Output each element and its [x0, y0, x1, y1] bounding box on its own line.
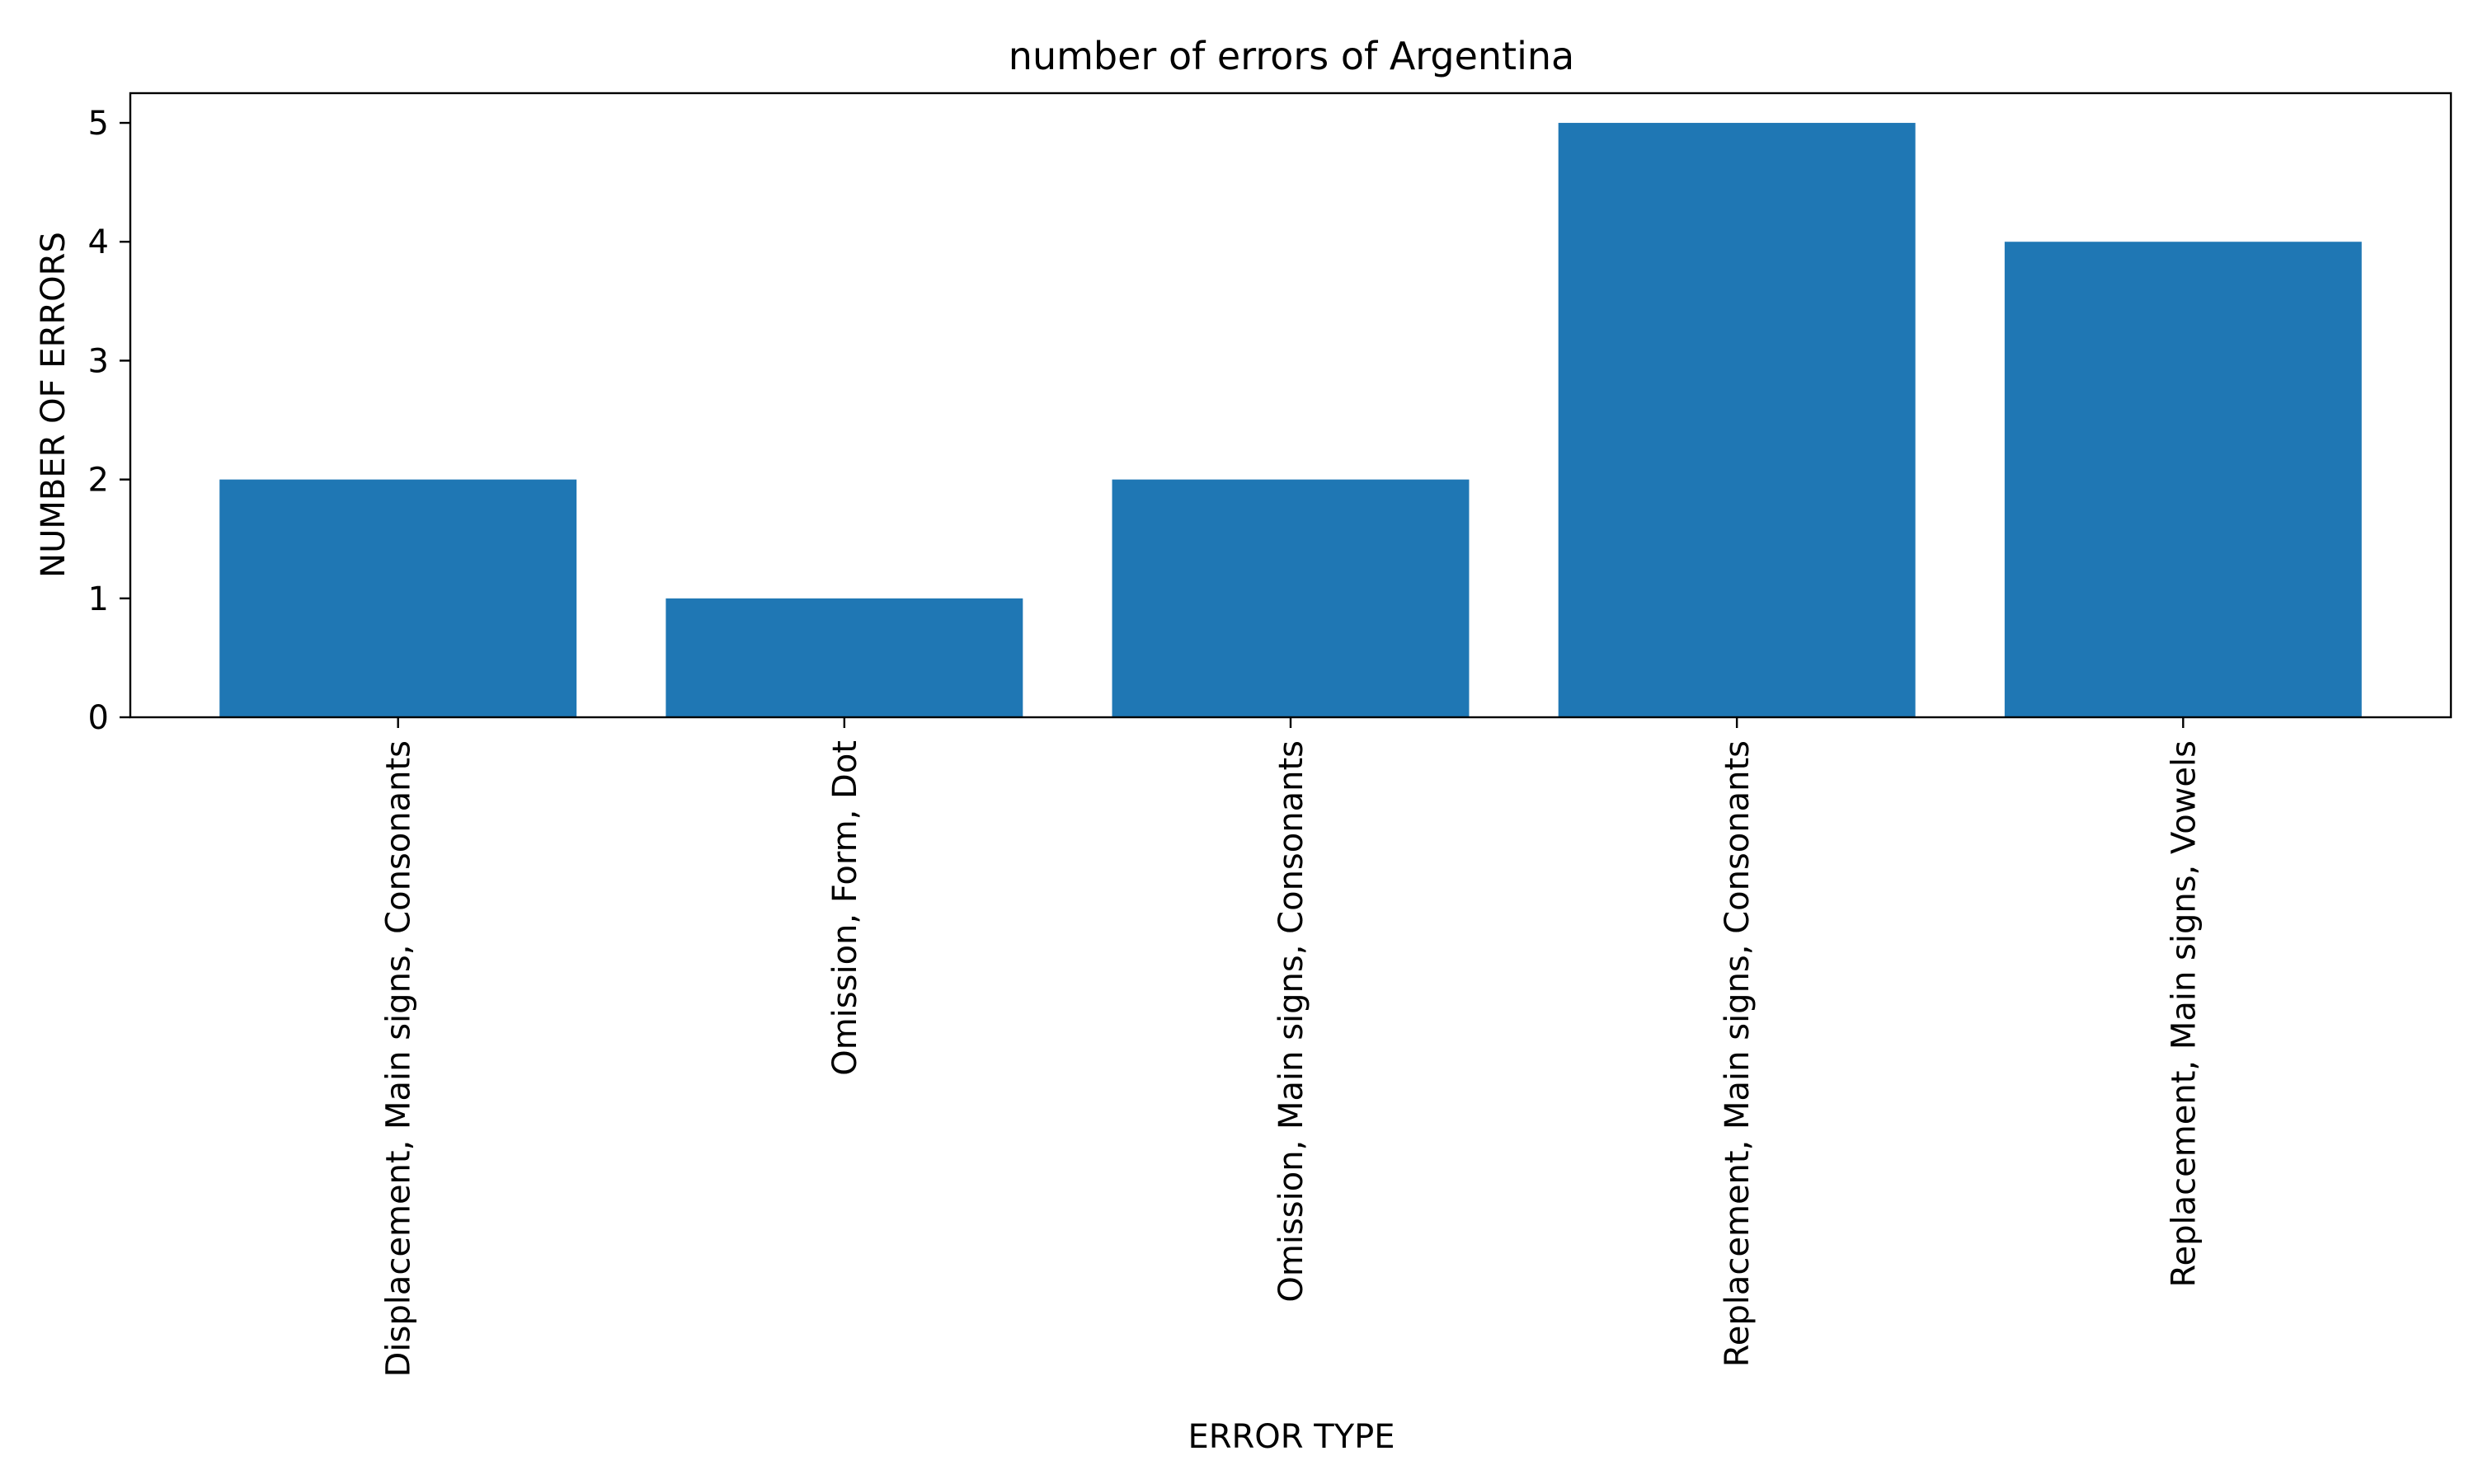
- x-tick-label-2: Omission, Main signs, Consonants: [1272, 740, 1310, 1303]
- x-tick-label-0: Displacement, Main signs, Consonants: [380, 740, 418, 1377]
- y-tick-label-0: 0: [88, 699, 109, 737]
- y-tick-label-1: 1: [88, 580, 109, 618]
- y-tick-label-3: 3: [88, 342, 109, 380]
- bar-2: [1112, 479, 1470, 717]
- bar-3: [1558, 123, 1916, 718]
- x-tick-label-1: Omission, Form, Dot: [826, 740, 864, 1076]
- x-axis: Displacement, Main signs, Consonants Omis…: [380, 717, 2203, 1377]
- x-axis-label: ERROR TYPE: [1188, 1418, 1395, 1456]
- y-tick-label-5: 5: [88, 105, 109, 143]
- y-tick-label-4: 4: [88, 223, 109, 261]
- y-axis: 0 1 2 3 4 5: [88, 105, 130, 737]
- bar-4: [2004, 242, 2362, 717]
- x-tick-label-3: Replacement, Main signs, Consonants: [1719, 740, 1757, 1367]
- bar-0: [219, 479, 577, 717]
- bars-group: [219, 123, 2362, 718]
- bar-1: [666, 598, 1023, 717]
- chart-title: number of errors of Argentina: [1009, 34, 1574, 78]
- plot-frame: [129, 92, 2453, 719]
- y-axis-label: NUMBER OF ERRORS: [35, 232, 73, 578]
- y-tick-label-2: 2: [88, 462, 109, 500]
- x-tick-label-4: Replacement, Main signs, Vowels: [2165, 740, 2203, 1287]
